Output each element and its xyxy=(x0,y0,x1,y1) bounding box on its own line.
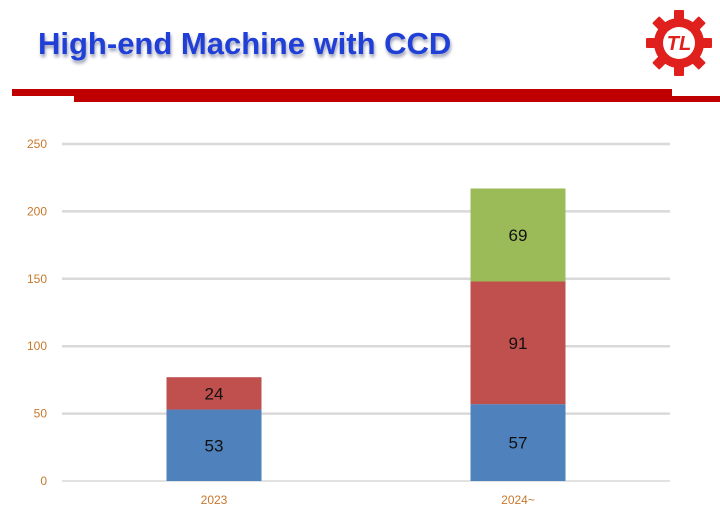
x-tick-label: 2023 xyxy=(201,493,228,507)
y-tick-label: 100 xyxy=(27,339,47,353)
data-label: 57 xyxy=(509,434,528,453)
data-label: 69 xyxy=(509,226,528,245)
gear-icon xyxy=(646,10,712,76)
y-tick-label: 250 xyxy=(27,137,47,151)
bar-segment xyxy=(470,281,566,405)
company-logo: TL xyxy=(646,10,712,76)
logo-text: TL xyxy=(667,33,691,55)
header-divider-top xyxy=(12,89,672,96)
y-tick-label: 0 xyxy=(40,474,47,488)
data-label: 24 xyxy=(205,384,224,403)
data-label: 91 xyxy=(509,334,528,353)
bar-segment xyxy=(470,404,566,481)
bar-segment xyxy=(166,377,262,410)
x-tick-label: 2024~ xyxy=(501,493,535,507)
data-label: 53 xyxy=(205,436,224,455)
y-tick-label: 200 xyxy=(27,204,47,218)
bar-segment xyxy=(470,188,566,282)
y-tick-label: 150 xyxy=(27,272,47,286)
bar-segment xyxy=(166,409,262,481)
page-title: High-end Machine with CCD xyxy=(38,26,452,61)
header-divider-bottom xyxy=(74,96,720,102)
y-tick-label: 50 xyxy=(34,407,48,421)
